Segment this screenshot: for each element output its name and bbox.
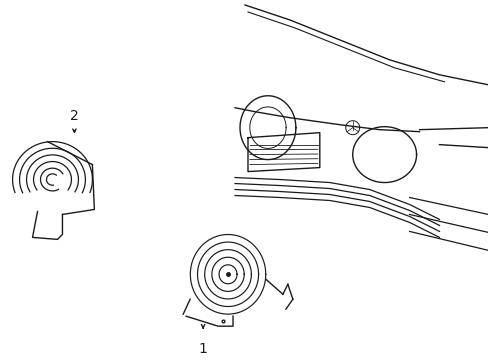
Text: 1: 1 <box>198 342 207 356</box>
Text: 2: 2 <box>70 109 79 123</box>
